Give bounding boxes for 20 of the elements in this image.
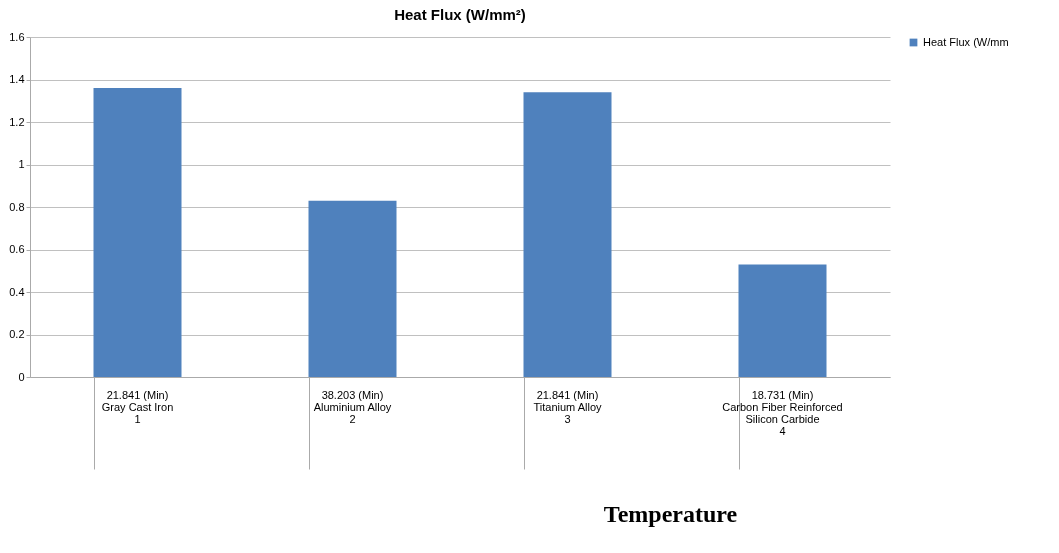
bar <box>738 264 827 377</box>
x-tick-label: 38.203 (Min) Aluminium Alloy 2 <box>313 388 392 425</box>
y-tick-label: 0 <box>18 370 25 383</box>
y-tick-label: 1 <box>18 158 25 170</box>
x-tick-label: 21.841 (Min) Titanium Alloy 3 <box>533 388 603 425</box>
y-tick-label: 1.2 <box>9 115 25 128</box>
bar <box>523 92 612 377</box>
chart-title: Heat Flux (W/mm²) <box>394 6 526 23</box>
y-tick-label: 0.8 <box>9 200 25 213</box>
bar <box>93 88 182 377</box>
y-tick-label: 0.6 <box>9 243 25 255</box>
x-tick-label: 18.731 (Min) Carbon Fiber Reinforced Silicon Carbide 4 <box>722 388 843 437</box>
y-tick-label: 1.4 <box>9 73 25 85</box>
x-tick-label: 21.841 (Min) Gray Cast Iron 1 <box>101 388 174 425</box>
y-tick-label: 0.2 <box>9 328 25 340</box>
x-axis-title: Temperature <box>603 500 738 527</box>
y-tick-label: 1.6 <box>9 30 25 43</box>
bar <box>308 200 397 377</box>
legend-label: Heat Flux (W/mm <box>923 35 1009 48</box>
y-tick-label: 0.4 <box>9 285 25 298</box>
